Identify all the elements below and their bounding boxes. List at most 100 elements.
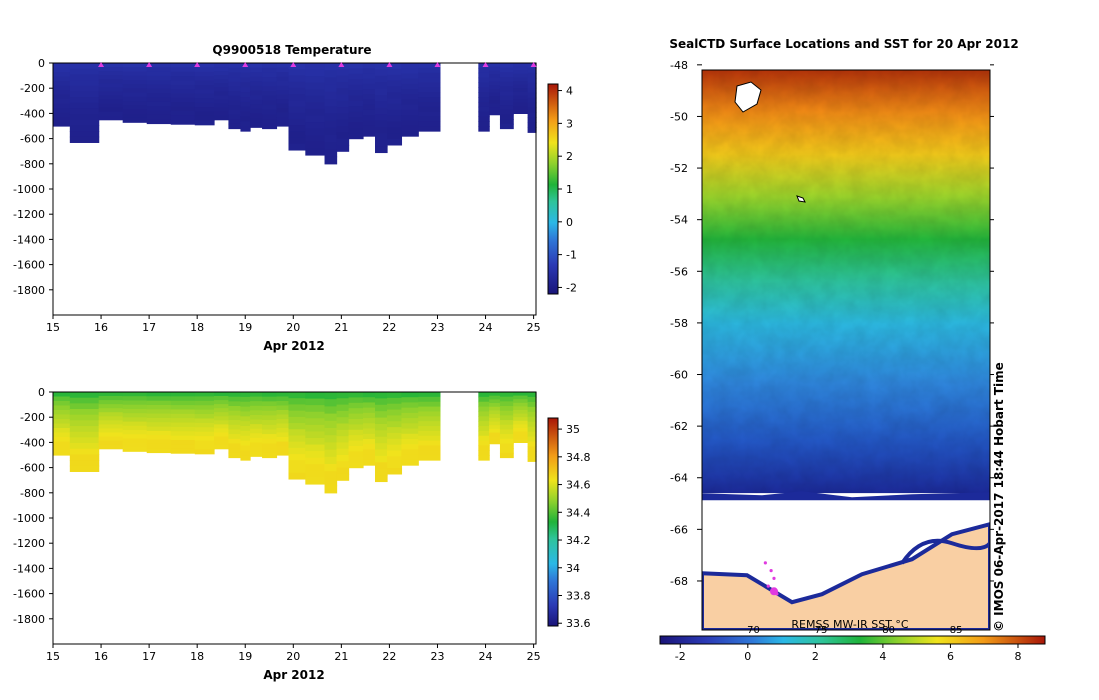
section-cell xyxy=(98,79,124,84)
section-cell xyxy=(387,98,403,105)
section-cell xyxy=(228,123,242,130)
section-cell xyxy=(499,392,514,398)
section-cell xyxy=(288,94,306,101)
section-cell xyxy=(362,402,376,409)
section-cell xyxy=(288,87,306,95)
section-cell xyxy=(513,70,529,75)
section-cell xyxy=(146,84,172,90)
section-cell xyxy=(478,435,490,442)
section-cell xyxy=(418,411,441,417)
section-cell xyxy=(362,438,376,445)
section-cell xyxy=(276,432,290,438)
section-cell xyxy=(387,462,403,469)
colorbar-tick-label: -2 xyxy=(566,281,577,294)
section-cell xyxy=(513,84,529,89)
section-cell xyxy=(305,398,326,406)
section-cell xyxy=(499,119,514,125)
section-cell xyxy=(375,423,388,431)
section-cell xyxy=(250,118,263,124)
map-area xyxy=(702,70,990,630)
section-cell xyxy=(53,108,71,114)
section-cell xyxy=(305,89,326,97)
section-cell xyxy=(262,438,278,445)
section-cell xyxy=(324,399,338,407)
section-cell xyxy=(69,114,100,121)
float-profile-marker xyxy=(482,62,489,67)
section-cell xyxy=(194,414,215,420)
x-tick-label: 18 xyxy=(190,650,204,663)
section-cell xyxy=(69,97,100,104)
section-cell xyxy=(478,87,490,93)
section-cell xyxy=(324,428,338,436)
section-cell xyxy=(478,426,490,432)
section-cell xyxy=(250,113,263,119)
section-cell xyxy=(122,421,148,427)
section-cell xyxy=(170,448,196,454)
section-cell xyxy=(240,406,251,413)
section-cell xyxy=(262,91,278,97)
section-cell xyxy=(348,429,364,436)
section-cell xyxy=(146,101,172,107)
section-cell xyxy=(276,85,290,91)
section-cell xyxy=(122,92,148,98)
section-cell xyxy=(387,80,403,87)
section-cell xyxy=(499,438,514,445)
section-cell xyxy=(276,103,290,109)
x-tick-label: 23 xyxy=(430,650,444,663)
section-cell xyxy=(170,63,196,68)
section-cell xyxy=(401,392,419,398)
section-cell xyxy=(288,81,306,89)
section-cell xyxy=(170,67,196,73)
section-cell xyxy=(262,410,278,416)
section-cell xyxy=(288,118,306,126)
section-cell xyxy=(527,456,537,462)
section-cell xyxy=(489,110,501,116)
section-cell xyxy=(276,112,290,118)
section-cell xyxy=(387,109,403,117)
section-cell xyxy=(122,400,148,406)
section-cell xyxy=(194,80,215,86)
section-cell xyxy=(276,446,290,452)
section-cell xyxy=(348,117,364,123)
section-cell xyxy=(336,69,350,77)
section-cell xyxy=(122,75,148,81)
section-cell xyxy=(336,138,350,146)
section-cell xyxy=(336,404,350,412)
section-cell xyxy=(401,454,419,461)
section-cell xyxy=(276,414,290,420)
section-cell xyxy=(146,400,172,406)
section-cell xyxy=(288,460,306,468)
y-tick-label: -400 xyxy=(20,436,45,449)
lat-tick-label: -68 xyxy=(670,575,688,588)
section-cell xyxy=(98,107,124,113)
section-cell xyxy=(262,434,278,440)
section-cell xyxy=(122,408,148,414)
section-cell xyxy=(170,84,196,90)
section-cell xyxy=(375,404,388,412)
section-cell xyxy=(305,148,326,156)
sst-colorbar-upper-label: 70 xyxy=(747,625,760,636)
section-cell xyxy=(240,87,251,93)
section-cell xyxy=(170,405,196,411)
float-profile-marker xyxy=(242,62,249,67)
section-cell xyxy=(250,414,263,421)
section-cell xyxy=(146,396,172,402)
section-cell xyxy=(240,426,251,432)
section-cell xyxy=(98,71,124,76)
section-cell xyxy=(418,421,441,427)
section-cell xyxy=(418,392,441,398)
section-cell xyxy=(250,63,263,69)
colorbar-tick-label: 3 xyxy=(566,117,573,130)
section-cell xyxy=(240,92,251,98)
section-cell xyxy=(418,82,441,88)
section-cell xyxy=(305,63,326,71)
section-cell xyxy=(401,130,419,137)
section-cell xyxy=(527,411,537,418)
section-cell xyxy=(170,422,196,428)
section-cell xyxy=(478,72,490,79)
section-cell xyxy=(262,77,278,83)
section-cell xyxy=(170,89,196,95)
section-cell xyxy=(194,449,215,455)
section-cell xyxy=(489,417,501,423)
section-cell xyxy=(276,428,290,434)
